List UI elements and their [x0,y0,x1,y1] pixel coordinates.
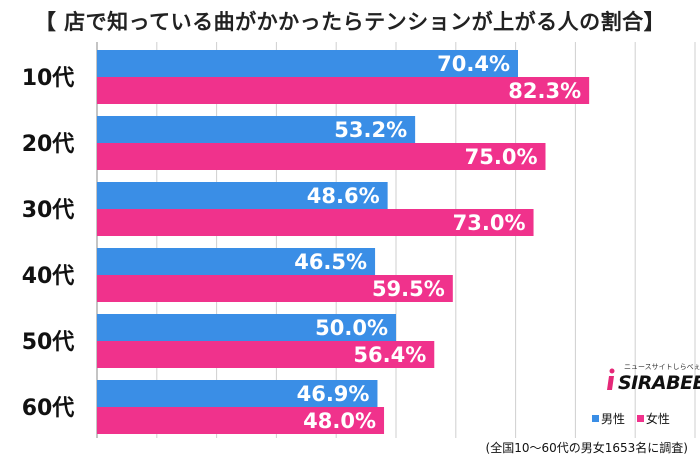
bar-female [97,407,385,434]
legend-swatch-female [636,415,644,422]
data-label: 59.5% [372,277,445,301]
bar-male [97,116,416,143]
category-label: 60代 [22,396,75,421]
bar-male [97,380,378,407]
category-label: 10代 [22,66,75,91]
bar-female [97,143,546,170]
logo-wordmark: SIRABEE [618,372,700,394]
data-label: 75.0% [465,145,538,169]
legend-item-female: 女性 [636,412,670,426]
bar-female [97,275,453,302]
data-label: 48.6% [307,184,380,208]
data-label: 46.9% [297,382,370,406]
chart-legend: 男性 女性 [592,410,678,427]
survey-footnote: (全国10～60代の男女1653名に調査) [485,441,688,455]
category-label: 50代 [22,330,75,355]
data-label: 53.2% [334,118,407,142]
data-label: 50.0% [315,316,388,340]
category-label: 30代 [22,198,75,223]
chart-title: 【 店で知っている曲がかかったらテンションが上がる人の割合】 [34,10,666,34]
legend-label-male: 男性 [601,412,626,426]
data-label: 73.0% [453,211,526,235]
category-label: 20代 [22,132,75,157]
bar-female [97,77,590,104]
data-label: 48.0% [303,409,376,433]
legend-label-female: 女性 [645,412,670,426]
logo-i-mark [607,368,615,390]
bar-male [97,248,376,275]
data-label: 56.4% [353,343,426,367]
logo-tagline: ニュースサイトしらべぇ [624,363,700,371]
bar-female [97,341,435,368]
legend-item-male: 男性 [592,412,625,426]
bar-male [97,182,388,209]
legend-swatch-male [592,415,599,422]
category-label: 40代 [22,264,75,289]
data-label: 82.3% [508,79,581,103]
bar-male [97,50,518,77]
data-label: 70.4% [437,52,510,76]
bar-female [97,209,534,236]
sirabee-logo: ニュースサイトしらべぇ SIRABEE [604,362,700,394]
data-label: 46.5% [294,250,367,274]
bar-male [97,314,396,341]
